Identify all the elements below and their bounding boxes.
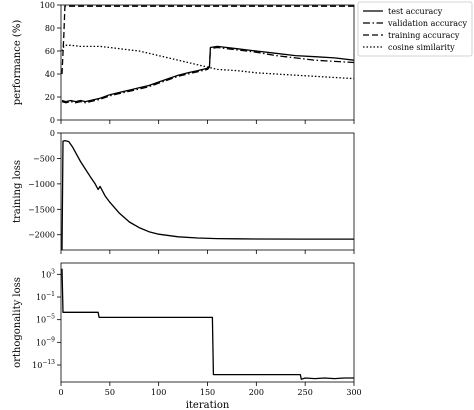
series-line-line xyxy=(61,139,354,250)
legend-label: test accuracy xyxy=(388,7,443,16)
y-tick-label: 10−9 xyxy=(36,336,55,347)
plot-frame xyxy=(60,4,355,121)
legend: test accuracy validation accuracy training… xyxy=(357,1,473,57)
panel-training-loss: 0 −500 −1000 −1500 −2000 training loss xyxy=(12,129,355,254)
y-tick-label: −1000 xyxy=(28,180,55,189)
panel-performance: 0 20 40 60 80 100 performance (%) xyxy=(12,1,355,125)
x-tick-label: 200 xyxy=(249,388,264,397)
y-tick-label: 100 xyxy=(40,1,55,10)
series-line-test-accuracy xyxy=(61,45,354,103)
y-tick-label: 10−1 xyxy=(36,291,55,302)
x-tick-label: 50 xyxy=(105,388,115,397)
y-tick-label: −2000 xyxy=(28,231,55,240)
series-line-cosine-similarity xyxy=(61,44,354,80)
series-line-validation-accuracy xyxy=(61,46,354,104)
y-axis-label: training loss xyxy=(12,160,23,223)
x-axis-label: iteration xyxy=(186,400,230,410)
plot-frame xyxy=(60,132,355,251)
legend-label: training accuracy xyxy=(388,31,460,40)
y-axis-label: orthogonality loss xyxy=(12,277,23,368)
legend-box xyxy=(357,1,473,57)
y-tick-label: 60 xyxy=(45,47,55,56)
y-tick-label: 10−13 xyxy=(32,359,55,370)
y-tick-label: 103 xyxy=(41,268,55,279)
y-tick-label: 80 xyxy=(45,24,55,33)
y-tick-label: 0 xyxy=(50,129,55,138)
x-tick-label: 100 xyxy=(151,388,166,397)
y-tick-label: −1500 xyxy=(28,205,55,214)
x-tick-label: 250 xyxy=(298,388,313,397)
x-tick-label: 150 xyxy=(200,388,215,397)
series-line-training-accuracy xyxy=(61,5,354,75)
y-tick-label: 20 xyxy=(45,93,55,102)
y-tick-label: 0 xyxy=(50,116,55,125)
x-tick-label: 300 xyxy=(346,388,361,397)
series-line-line xyxy=(61,268,354,380)
y-tick-label: 40 xyxy=(45,70,55,79)
x-tick-label: 0 xyxy=(58,388,63,397)
legend-label: validation accuracy xyxy=(387,19,468,28)
y-tick-label: 10−5 xyxy=(36,314,55,325)
legend-label: cosine similarity xyxy=(388,43,455,52)
plot-frame xyxy=(60,262,355,383)
panel-orthogonality-loss: 0 50 100 150 200 250 300 103 10−1 10−5 10−9 10−13 or… xyxy=(12,262,362,410)
y-tick-label: −500 xyxy=(33,154,55,163)
y-axis-label: performance (%) xyxy=(12,20,23,106)
